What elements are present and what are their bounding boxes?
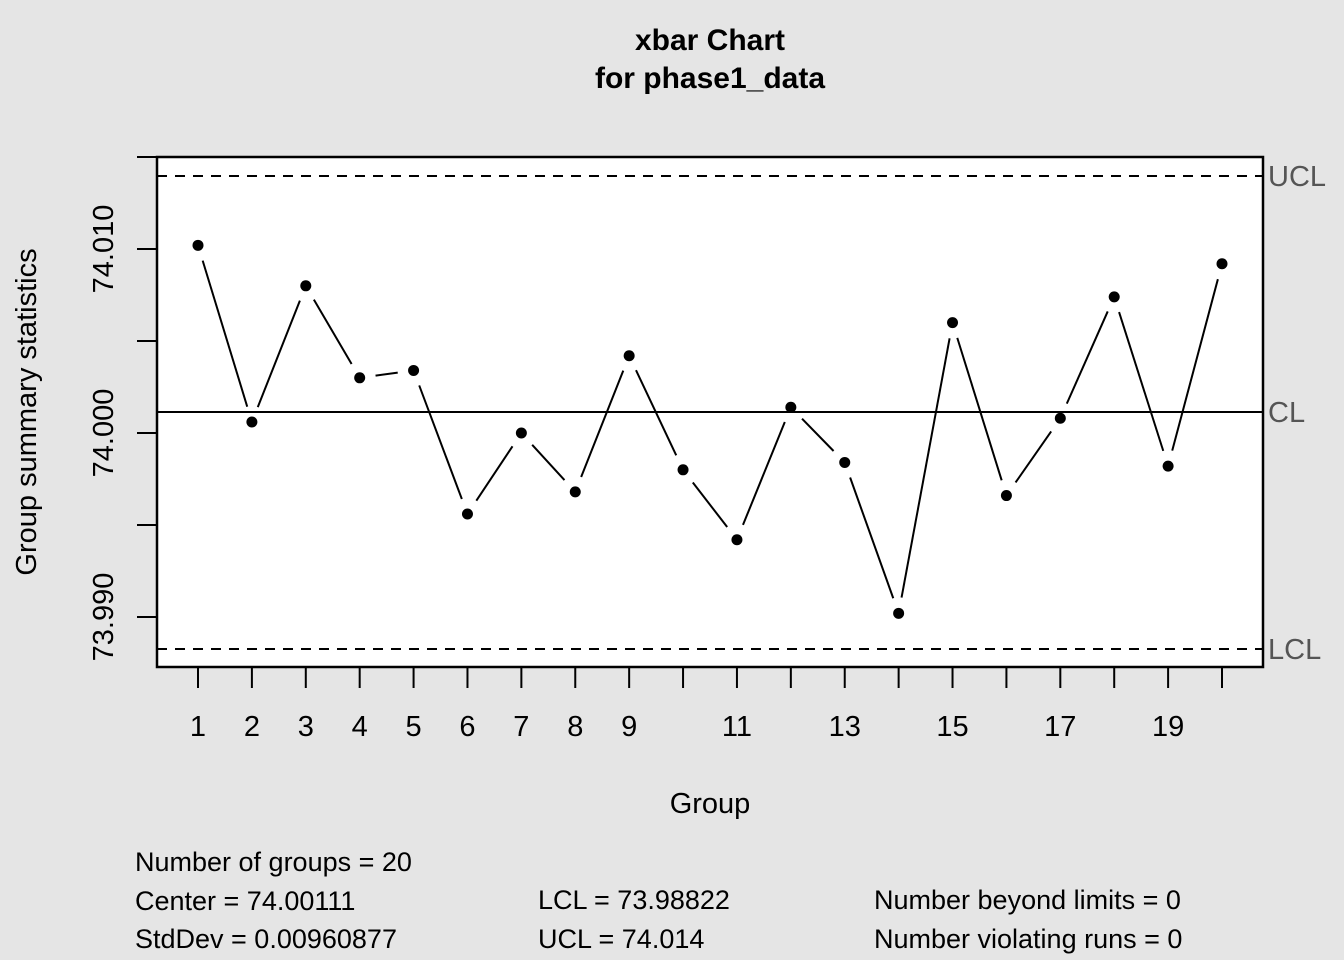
x-tick-label: 3 <box>298 711 314 743</box>
stat-violating-runs: Number violating runs = 0 <box>874 923 1183 954</box>
data-point <box>1216 258 1228 270</box>
data-series <box>192 239 1228 619</box>
stat-center: Center = 74.00111 <box>135 885 356 916</box>
series-segment <box>580 370 625 478</box>
series-segment <box>1171 278 1219 451</box>
y-tick-label: 73.990 <box>88 573 120 662</box>
series-segment <box>900 338 951 598</box>
x-tick-label: 13 <box>829 711 861 743</box>
series-segment <box>531 444 566 481</box>
data-point <box>785 401 797 413</box>
data-point <box>623 350 635 362</box>
data-point <box>246 416 258 428</box>
series-segment <box>1065 311 1109 405</box>
stats-column-3: Number beyond limits = 0 Number violatin… <box>874 881 1182 958</box>
series-segment <box>313 299 353 365</box>
stat-number-of-groups: Number of groups = 20 <box>135 847 412 877</box>
series-segment <box>849 477 895 599</box>
chart-title: xbar Chart <box>635 24 785 57</box>
data-point <box>1162 460 1174 472</box>
data-point <box>1000 490 1012 502</box>
y-axis-label: Group summary statistics <box>11 248 43 575</box>
x-tick-label: 6 <box>459 711 475 743</box>
x-tick-label: 15 <box>936 711 968 743</box>
data-point <box>1054 412 1066 424</box>
ucl-label: UCL <box>1268 161 1326 193</box>
series-segment <box>742 421 786 526</box>
series-segment <box>475 445 514 502</box>
data-point <box>677 464 689 476</box>
data-point <box>192 239 204 251</box>
data-point <box>947 317 959 329</box>
data-point <box>515 427 527 439</box>
data-point <box>1108 291 1120 303</box>
y-axis: 73.990 74.000 74.010 <box>88 156 158 662</box>
series-segment <box>1118 311 1165 452</box>
x-tick-label: 11 <box>722 711 752 743</box>
chart-subtitle: for phase1_data <box>595 62 825 95</box>
data-point <box>461 508 473 520</box>
x-tick-label: 17 <box>1044 711 1076 743</box>
stats-column-1: Number of groups = 20 Center = 74.00111 … <box>135 843 412 959</box>
series-segment <box>256 300 301 408</box>
data-point <box>300 280 312 292</box>
series-segment <box>692 481 728 528</box>
data-point <box>408 364 420 376</box>
x-tick-label: 4 <box>352 711 368 743</box>
data-point <box>731 534 743 546</box>
stat-beyond-limits: Number beyond limits = 0 <box>874 885 1181 915</box>
x-tick-label: 1 <box>190 711 206 743</box>
series-segment <box>375 371 398 377</box>
x-axis-label: Group <box>670 788 751 820</box>
data-point <box>839 456 851 468</box>
lcl-label: LCL <box>1268 634 1321 666</box>
series-segment <box>635 369 678 456</box>
control-limits: UCL CL LCL <box>157 161 1326 666</box>
data-point <box>354 372 366 384</box>
x-tick-label: 7 <box>513 711 529 743</box>
x-axis: 1 2 3 4 5 6 7 8 9 11 13 15 17 19 <box>190 667 1223 743</box>
x-tick-label: 8 <box>567 711 583 743</box>
x-tick-label: 2 <box>244 711 260 743</box>
series-segment <box>1014 430 1052 484</box>
y-tick-label: 74.000 <box>88 389 120 478</box>
series-segment <box>201 260 249 407</box>
stat-ucl: UCL = 74.014 <box>538 923 705 954</box>
stat-lcl: LCL = 73.98822 <box>538 885 730 915</box>
x-tick-label: 5 <box>406 711 422 743</box>
y-tick-label: 74.010 <box>88 205 120 294</box>
series-segment <box>418 385 463 500</box>
stats-column-2: LCL = 73.98822 UCL = 74.014 <box>538 881 730 958</box>
x-tick-label: 19 <box>1152 711 1184 743</box>
series-segment <box>801 417 835 452</box>
data-point <box>569 486 581 498</box>
cl-label: CL <box>1268 397 1305 429</box>
stat-stddev: StdDev = 0.00960877 <box>135 924 397 954</box>
series-segment <box>956 337 1003 481</box>
x-tick-label: 9 <box>621 711 637 743</box>
data-point <box>893 607 905 619</box>
